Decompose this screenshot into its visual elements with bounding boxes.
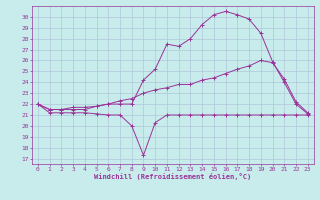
X-axis label: Windchill (Refroidissement éolien,°C): Windchill (Refroidissement éolien,°C) [94, 173, 252, 180]
